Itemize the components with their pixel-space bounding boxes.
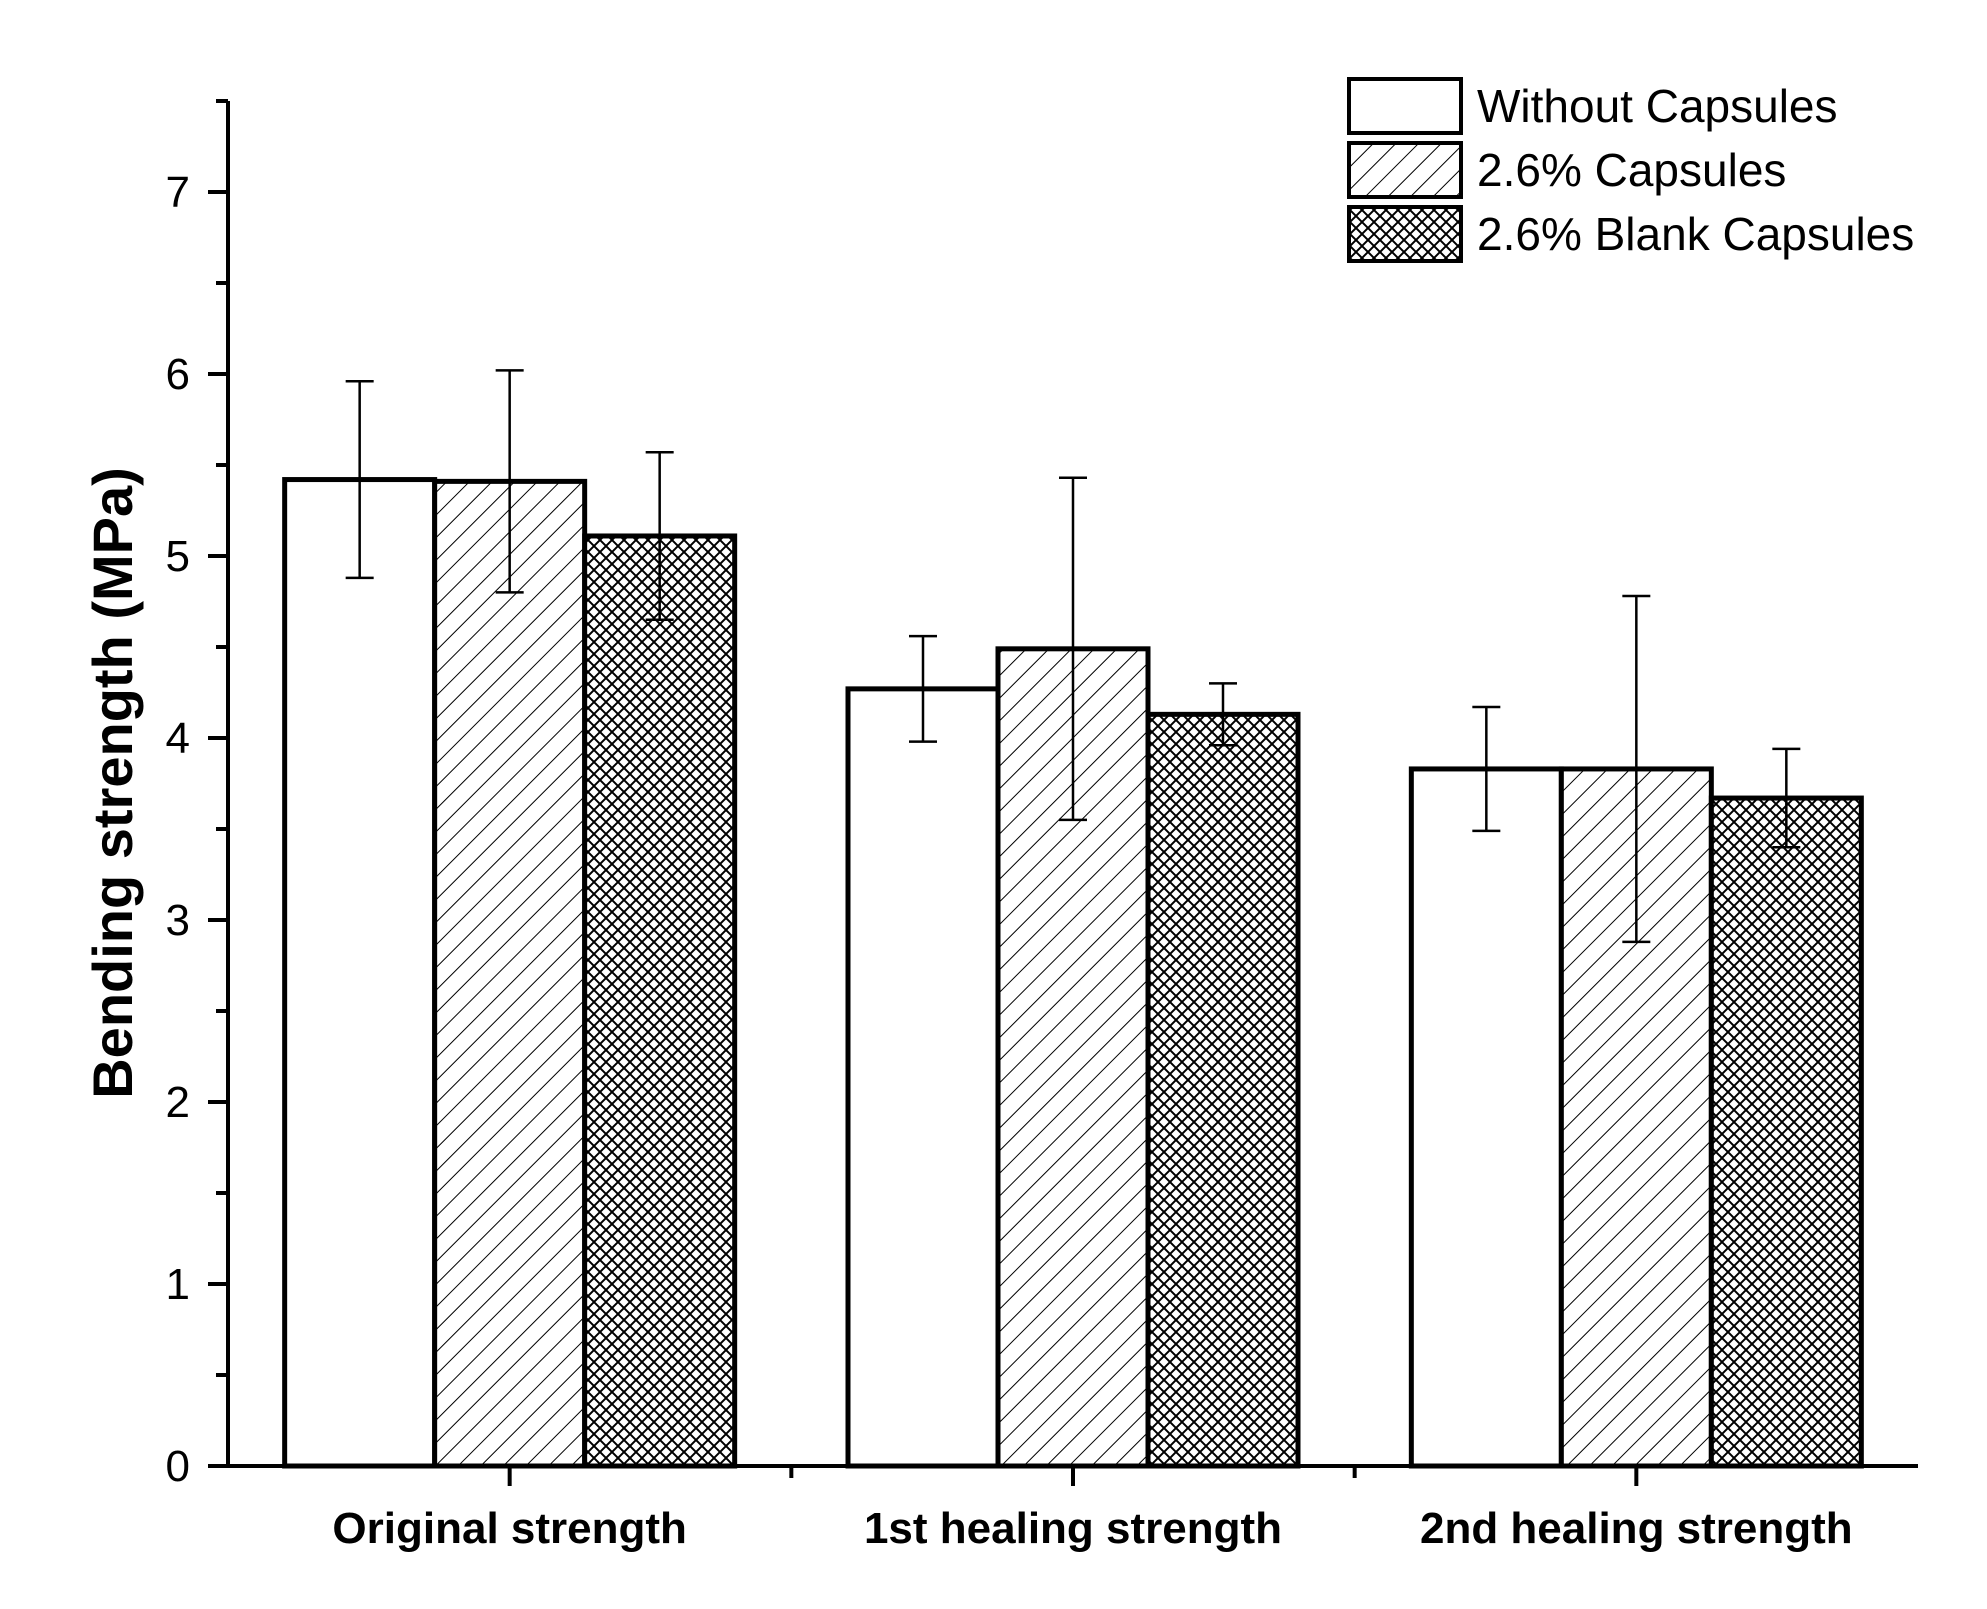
error-bar-2-6-blank-capsules-2nd-healing-strength <box>1772 747 1801 849</box>
bar-2-6-capsules-original-strength <box>432 478 588 1469</box>
error-bar-without-capsules-original-strength <box>345 380 374 580</box>
axes-layer <box>208 99 1918 1486</box>
y-tick-label-5: 5 <box>166 532 190 581</box>
labels-layer: Original strength 1st healing strength 2nd… <box>166 168 1853 1553</box>
legend-item-without-capsules: Without Capsules <box>1347 77 1838 135</box>
bar-2-6-blank-capsules-2nd-healing-strength <box>1708 795 1864 1469</box>
error-bar-without-capsules-1st-healing-strength <box>909 634 937 743</box>
y-tick-label-7: 7 <box>166 168 190 217</box>
legend: Without Capsules 2.6% Capsules 2.6% Blank … <box>1347 77 1914 263</box>
error-bar-2-6-capsules-original-strength <box>495 369 524 594</box>
y-tick-label-2: 2 <box>166 1078 190 1127</box>
y-tick-label-1: 1 <box>166 1260 190 1309</box>
legend-label: Without Capsules <box>1477 80 1838 132</box>
y-tick-label-0: 0 <box>166 1442 190 1491</box>
error-bar-without-capsules-2nd-healing-strength <box>1472 705 1501 833</box>
y-tick-label-3: 3 <box>166 896 190 945</box>
error-bar-2-6-capsules-2nd-healing-strength <box>1622 594 1651 944</box>
legend-label: 2.6% Blank Capsules <box>1477 208 1914 260</box>
bar-2-6-blank-capsules-original-strength <box>582 533 738 1469</box>
x-tick-label-original-strength: Original strength <box>332 1504 686 1553</box>
bar-2-6-blank-capsules-1st-healing-strength <box>1145 711 1301 1469</box>
legend-item-2-6-blank-capsules: 2.6% Blank Capsules <box>1347 205 1914 263</box>
error-bars-layer <box>345 369 1801 944</box>
legend-swatch <box>1347 205 1463 263</box>
legend-swatch <box>1347 141 1463 199</box>
y-axis-title: Bending strength (MPa) <box>81 467 144 1099</box>
bar-without-capsules-original-strength <box>282 477 438 1469</box>
bar-without-capsules-1st-healing-strength <box>845 686 1001 1469</box>
error-bar-2-6-capsules-1st-healing-strength <box>1059 476 1087 822</box>
y-tick-label-6: 6 <box>166 350 190 399</box>
x-tick-label-2nd-healing-strength: 2nd healing strength <box>1420 1504 1853 1553</box>
legend-swatch <box>1347 77 1463 135</box>
legend-label: 2.6% Capsules <box>1477 144 1786 196</box>
y-tick-label-4: 4 <box>166 714 190 763</box>
bar-without-capsules-2nd-healing-strength <box>1408 766 1564 1469</box>
error-bar-2-6-blank-capsules-1st-healing-strength <box>1209 682 1237 747</box>
x-tick-label-1st-healing-strength: 1st healing strength <box>864 1504 1282 1553</box>
error-bar-2-6-blank-capsules-original-strength <box>645 451 674 621</box>
legend-item-2-6-capsules: 2.6% Capsules <box>1347 141 1786 199</box>
